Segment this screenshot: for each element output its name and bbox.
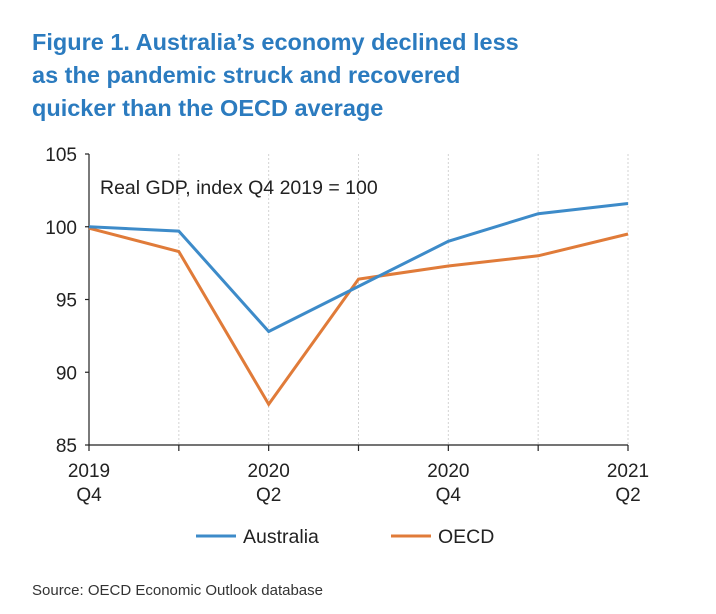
figure-title-line-3: quicker than the OECD average — [32, 95, 384, 121]
x-tick-label: 2020 — [427, 461, 469, 482]
legend-label-oecd: OECD — [438, 526, 494, 548]
x-tick-label: Q4 — [436, 485, 462, 506]
x-tick-label: 2020 — [248, 461, 290, 482]
y-tick-label: 85 — [56, 436, 77, 457]
axis-layer: 85 90 95 100 105 2019 Q4 2020 Q2 2020 Q4 2021 Q2 — [45, 145, 649, 506]
y-tick-label: 90 — [56, 363, 77, 384]
x-tick-label: Q2 — [256, 485, 281, 506]
legend-label-australia: Australia — [243, 526, 319, 548]
source-note: Source: OECD Economic Outlook database — [32, 582, 323, 599]
series-layer — [88, 202, 629, 408]
y-tick-label: 100 — [45, 218, 77, 239]
figure-title-line-1: Figure 1. Australia’s economy declined l… — [32, 29, 519, 55]
legend: Australia OECD — [196, 526, 494, 548]
series-line-oecd — [88, 226, 629, 408]
figure-title-line-2: as the pandemic struck and recovered — [32, 62, 461, 88]
x-tick-label: 2021 — [607, 461, 649, 482]
series-line-australia — [88, 202, 629, 334]
x-tick-label: 2019 — [68, 461, 110, 482]
figure-title: Figure 1. Australia’s economy declined l… — [32, 26, 592, 125]
grid-layer — [178, 154, 629, 445]
y-tick-label: 105 — [45, 145, 77, 166]
x-tick-label: Q2 — [615, 485, 640, 506]
x-tick-label: Q4 — [76, 485, 102, 506]
chart-annotation: Real GDP, index Q4 2019 = 100 — [100, 177, 378, 199]
y-tick-label: 95 — [56, 291, 77, 312]
